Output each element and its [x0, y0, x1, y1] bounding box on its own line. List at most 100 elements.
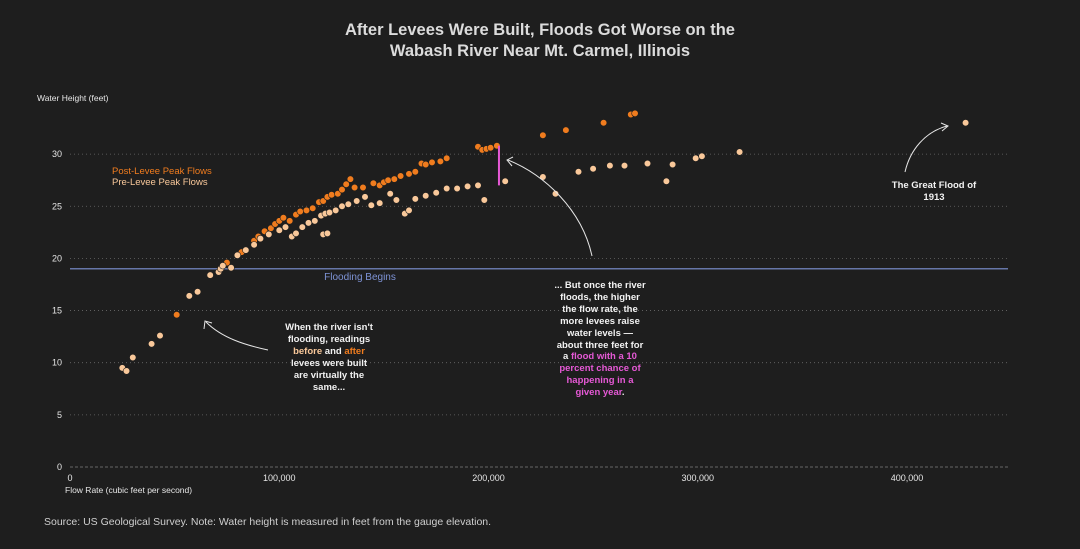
right-annotation-line-5: water levels — — [566, 328, 634, 339]
pre-levee-point — [148, 340, 156, 348]
source-note: Source: US Geological Survey. Note: Wate… — [44, 516, 492, 528]
post-levee-point — [359, 183, 367, 192]
pre-levee-point — [422, 192, 430, 200]
a-word: a — [563, 351, 571, 362]
x-tick-label: 100,000 — [263, 473, 296, 483]
pink-highlight-2: given year — [575, 387, 622, 398]
before-highlight: before — [293, 346, 322, 357]
post-levee-point — [405, 170, 413, 178]
x-tick-label: 200,000 — [472, 473, 505, 483]
pre-levee-point — [206, 271, 214, 279]
period: . — [622, 387, 625, 398]
pre-levee-point — [325, 208, 334, 217]
pre-levee-point — [386, 190, 394, 198]
pre-levee-point — [735, 148, 744, 156]
post-levee-point — [286, 217, 294, 225]
post-levee-point — [631, 109, 639, 117]
post-levee-point — [338, 186, 346, 194]
chart-title-line-2: Wabash River Near Mt. Carmel, Illinois — [389, 42, 691, 60]
great-flood-annotation-line-2: 1913 — [923, 192, 944, 203]
left-annotation: When the river isn't flooding, readings … — [285, 322, 374, 393]
great-flood-annotation-line-1: The Great Flood of — [892, 180, 977, 191]
post-levee-point — [539, 131, 547, 139]
left-annotation-arrowhead — [203, 320, 213, 330]
right-annotation: ... But once the river floods, the highe… — [554, 280, 646, 398]
pre-levee-point — [405, 206, 413, 214]
pre-levee-point — [332, 206, 340, 214]
pre-levee-point — [606, 162, 614, 170]
pre-levee-point — [361, 193, 369, 201]
post-levee-point — [562, 126, 570, 134]
x-axis-ticks: 0 100,000 200,000 300,000 400,000 — [67, 473, 923, 483]
pre-levee-point — [292, 229, 300, 237]
post-levee-point — [384, 176, 392, 184]
y-tick-label: 30 — [52, 149, 62, 159]
y-tick-label: 5 — [57, 410, 62, 420]
pre-levee-point — [692, 154, 700, 162]
pre-levee-point — [574, 168, 583, 176]
post-levee-point — [342, 180, 350, 188]
pre-levee-point — [227, 264, 235, 272]
post-levee-point — [346, 175, 355, 183]
post-levee-point — [599, 119, 608, 127]
left-annotation-arrow — [205, 321, 269, 351]
right-annotation-line-10: given year. — [575, 387, 624, 398]
pre-levee-point — [376, 199, 384, 207]
pre-levee-point — [501, 177, 509, 185]
right-annotation-line-8: percent chance of — [559, 363, 641, 374]
y-axis-ticks: 0 5 10 15 20 25 30 — [52, 149, 62, 472]
right-annotation-line-2: floods, the higher — [560, 292, 640, 303]
after-highlight: after — [344, 346, 365, 357]
y-tick-label: 10 — [52, 358, 62, 368]
post-levee-point — [279, 214, 288, 222]
left-annotation-line-5: are virtually the — [294, 370, 364, 381]
pre-levee-point — [250, 241, 258, 249]
pre-levee-point — [129, 353, 137, 362]
pre-levee-point — [281, 223, 290, 231]
post-levee-point — [487, 144, 495, 152]
pre-levee-point — [185, 292, 193, 300]
post-levee-point — [422, 160, 430, 169]
pre-levee-point — [961, 119, 970, 127]
post-levee-point — [411, 168, 419, 176]
post-levee-point — [397, 172, 405, 180]
pre-levee-point — [298, 223, 306, 231]
pre-levee-point — [662, 177, 671, 185]
right-annotation-line-9: happening in a — [566, 375, 634, 386]
pre-levee-point — [256, 235, 265, 243]
right-annotation-line-6: about three feet for — [557, 340, 644, 351]
legend-pre-levee: Pre-Levee Peak Flows — [112, 177, 208, 188]
pink-highlight-1: flood with a 10 — [571, 351, 637, 362]
x-tick-label: 400,000 — [891, 473, 924, 483]
pre-levee-point — [367, 201, 375, 209]
great-flood-arrow — [904, 125, 948, 173]
legend: Post-Levee Peak Flows Pre-Levee Peak Flo… — [112, 166, 212, 188]
right-annotation-line-1: ... But once the river — [554, 280, 646, 291]
chart-title-line-1: After Levees Were Built, Floods Got Wors… — [345, 21, 735, 39]
and-word: and — [322, 346, 344, 357]
pre-levee-point — [474, 181, 482, 189]
gridlines — [70, 153, 1008, 468]
pre-levee-point — [392, 196, 401, 204]
left-annotation-line-6: same... — [313, 382, 345, 393]
legend-post-levee: Post-Levee Peak Flows — [112, 166, 212, 177]
pre-levee-point — [242, 246, 250, 254]
data-points — [118, 109, 970, 375]
y-tick-label: 15 — [52, 306, 62, 316]
post-levee-point — [436, 157, 445, 165]
pre-levee-point — [233, 251, 241, 259]
y-tick-label: 0 — [57, 462, 62, 472]
post-levee-point — [328, 191, 336, 199]
post-levee-point — [302, 206, 311, 214]
chart-title: After Levees Were Built, Floods Got Wors… — [0, 20, 1080, 62]
pre-levee-point — [589, 165, 597, 173]
pre-levee-point — [338, 202, 346, 210]
y-tick-label: 25 — [52, 201, 62, 211]
left-annotation-line-4: levees were built — [291, 358, 368, 369]
great-flood-annotation: The Great Flood of 1913 — [892, 180, 977, 203]
right-annotation-line-4: more levees raise — [560, 316, 640, 327]
pre-levee-point — [432, 189, 440, 197]
pre-levee-point — [453, 184, 461, 193]
post-levee-point — [173, 311, 181, 319]
